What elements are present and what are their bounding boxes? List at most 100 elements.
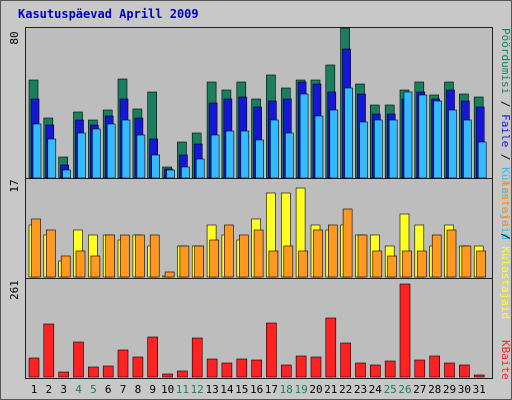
x-label-day-14: 14 <box>220 383 234 396</box>
bar-panel3-kbaite-day-19 <box>295 355 307 378</box>
bar-panel1-külastajaid-day-2 <box>47 138 57 179</box>
bar-panel2-aruteid-day-13 <box>209 239 219 278</box>
bar-panel3-kbaite-day-6 <box>102 365 114 378</box>
legend-item-aruteid: Aruteid <box>499 180 512 226</box>
bar-panel2-aruteid-day-23 <box>357 234 368 278</box>
bar-panel3-kbaite-day-20 <box>310 356 322 378</box>
bar-panel1-külastajaid-day-18 <box>284 132 294 179</box>
bar-panel1-külastajaid-day-28 <box>433 100 443 179</box>
bar-panel3-kbaite-day-29 <box>444 362 455 378</box>
bar-panel1-külastajaid-day-9 <box>151 154 160 179</box>
bar-panel1-külastajaid-day-24 <box>373 119 383 179</box>
x-label-day-5: 5 <box>90 383 97 396</box>
x-axis-day-labels: 1 2 3 4 5 6 7 8 9 10 11 12 13 14 15 16 17 18 19 20 21 22 23 24 2… <box>31 383 486 396</box>
bar-panel3-kbaite-day-13 <box>206 358 218 378</box>
bar-panel1-külastajaid-day-5 <box>92 128 101 179</box>
x-label-day-15: 15 <box>235 383 248 396</box>
bar-panel3-kbaite-day-23 <box>355 362 366 378</box>
x-label-day-12: 12 <box>191 383 204 396</box>
bar-panel2-aruteid-day-12 <box>194 245 204 278</box>
bar-panel2-aruteid-day-15 <box>239 234 249 278</box>
bar-panel2-aruteid-day-7 <box>120 234 130 278</box>
panel2-y-max-label: 17 <box>8 179 21 192</box>
bar-panel1-külastajaid-day-22 <box>344 87 353 179</box>
legend-item-kbaite: KBaite <box>499 340 512 380</box>
bar-panel2-aruteid-day-14 <box>224 224 234 278</box>
bar-panel3-kbaite-day-5 <box>88 366 99 378</box>
bar-panel1-külastajaid-day-31 <box>477 141 487 179</box>
bar-panel1-külastajaid-day-30 <box>463 119 472 179</box>
x-label-day-30: 30 <box>458 383 471 396</box>
chart-title: Kasutuspäevad Aprill 2009 <box>18 7 199 21</box>
bar-panel3-kbaite-day-2 <box>43 323 55 378</box>
legend-item-pöördumisi: Pöördumisi <box>499 28 512 94</box>
x-label-day-22: 22 <box>339 383 352 396</box>
bar-panel3-kbaite-day-15 <box>236 358 248 378</box>
bar-panel3-kbaite-day-1 <box>28 357 40 378</box>
legend1-text: Pöördumisi / Faile / Külastajaid <box>499 28 512 240</box>
legend-separator: / <box>499 226 512 246</box>
bar-panel2-aruteid-day-29 <box>446 229 457 278</box>
bar-panel1-külastajaid-day-11 <box>181 166 190 179</box>
x-label-day-20: 20 <box>309 383 322 396</box>
bar-panel2-aruteid-day-1 <box>31 218 41 278</box>
bar-panel1-külastajaid-day-14 <box>225 130 235 179</box>
bars-group <box>28 27 487 378</box>
bar-panel1-külastajaid-day-27 <box>418 94 428 179</box>
x-label-day-1: 1 <box>31 383 38 396</box>
bar-panel2-aruteid-day-22 <box>342 208 353 278</box>
bar-panel1-külastajaid-day-21 <box>329 109 339 179</box>
bar-panel3-kbaite-day-16 <box>251 359 262 378</box>
x-label-day-31: 31 <box>473 383 486 396</box>
bar-panel3-kbaite-day-11 <box>177 370 188 378</box>
bar-panel3-kbaite-day-28 <box>429 355 441 378</box>
bar-panel2-aruteid-day-27 <box>416 250 427 278</box>
bar-panel2-aruteid-day-31 <box>476 250 487 278</box>
bar-panel3-kbaite-day-26 <box>399 283 411 378</box>
x-label-day-21: 21 <box>324 383 337 396</box>
bar-panel2-aruteid-day-19 <box>298 250 308 278</box>
bar-panel2-aruteid-day-2 <box>45 229 56 278</box>
x-label-day-27: 27 <box>413 383 426 396</box>
x-label-day-25: 25 <box>384 383 397 396</box>
x-label-day-7: 7 <box>120 383 127 396</box>
x-label-day-19: 19 <box>294 383 307 396</box>
bar-panel1-külastajaid-day-17 <box>270 119 279 179</box>
bar-panel3-kbaite-day-18 <box>280 364 292 378</box>
bar-panel2-aruteid-day-18 <box>283 245 294 278</box>
bar-panel1-külastajaid-day-15 <box>240 130 250 179</box>
legend-separator: / <box>499 147 512 167</box>
bar-panel3-kbaite-day-12 <box>191 337 203 378</box>
bar-panel3-kbaite-day-21 <box>325 317 337 378</box>
bar-panel2-aruteid-day-20 <box>313 229 323 278</box>
legend-panel2: Aruteid / Külastajaid <box>499 180 512 319</box>
bar-panel1-külastajaid-day-23 <box>359 121 368 179</box>
bar-panel1-külastajaid-day-20 <box>314 115 324 179</box>
x-label-day-2: 2 <box>45 383 52 396</box>
x-label-day-29: 29 <box>443 383 456 396</box>
bar-panel1-külastajaid-day-10 <box>166 169 175 179</box>
x-label-day-11: 11 <box>176 383 189 396</box>
bar-panel2-aruteid-day-10 <box>164 271 175 278</box>
bar-panel2-aruteid-day-8 <box>135 234 145 278</box>
legend-item-külastajaid: Külastajaid <box>499 167 512 240</box>
bar-panel2-aruteid-day-6 <box>105 234 115 278</box>
bar-panel1-külastajaid-day-26 <box>403 91 413 179</box>
bar-panel1-külastajaid-day-3 <box>62 169 72 179</box>
bar-panel3-kbaite-day-24 <box>369 364 381 378</box>
bar-panel2-aruteid-day-16 <box>253 229 264 278</box>
bar-panel3-kbaite-day-3 <box>58 371 70 378</box>
x-label-day-8: 8 <box>135 383 142 396</box>
x-label-day-18: 18 <box>280 383 293 396</box>
x-label-day-6: 6 <box>105 383 112 396</box>
bar-panel1-külastajaid-day-1 <box>32 123 42 179</box>
bar-panel1-külastajaid-day-25 <box>388 119 398 179</box>
bar-panel2-aruteid-day-21 <box>327 224 338 278</box>
bar-panel2-aruteid-day-9 <box>149 234 160 278</box>
x-label-day-23: 23 <box>354 383 367 396</box>
x-label-day-9: 9 <box>149 383 156 396</box>
bar-panel1-külastajaid-day-6 <box>106 123 116 179</box>
bar-panel1-külastajaid-day-16 <box>255 139 264 179</box>
bar-panel2-aruteid-day-17 <box>268 250 279 278</box>
